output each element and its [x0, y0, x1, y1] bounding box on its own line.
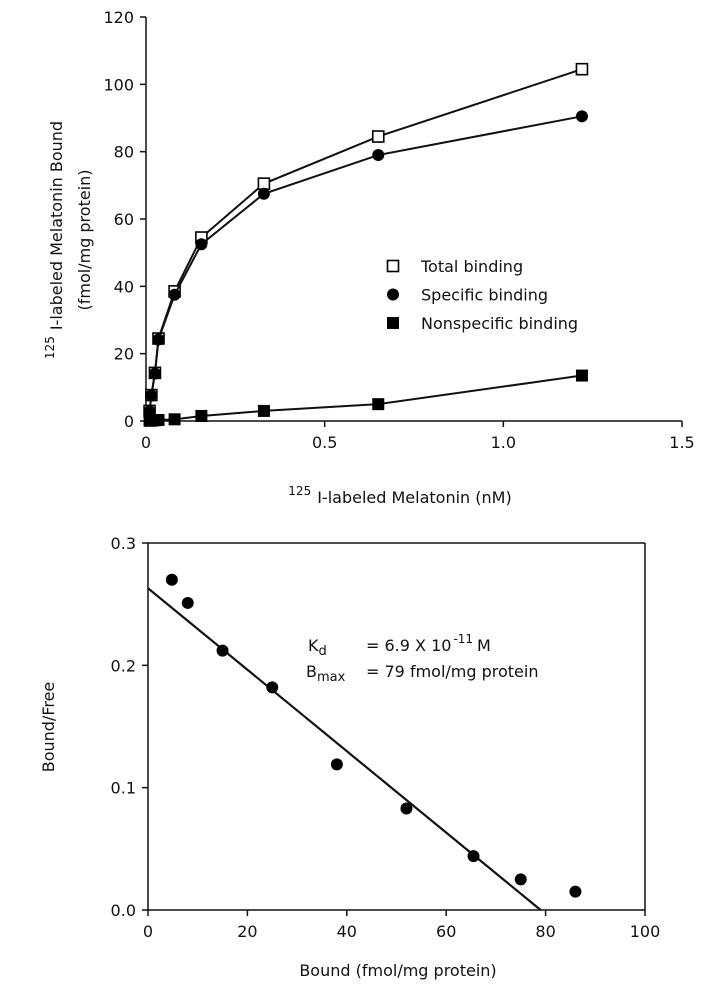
label-text: I-labeled Melatonin Bound: [47, 121, 66, 330]
data-point: [257, 187, 270, 200]
legend-marker: [386, 259, 400, 273]
data-point: [569, 885, 582, 898]
x-tick-label: 60: [436, 922, 456, 941]
data-point: [181, 596, 194, 609]
x-tick-label: 20: [237, 922, 257, 941]
data-point: [257, 404, 270, 417]
y-tick-label: 0: [124, 412, 134, 431]
y-axis-label: Bound/Free: [39, 682, 58, 773]
y-tick-label: 80: [114, 143, 134, 162]
y-axis-label-line2: (fmol/mg protein): [75, 169, 94, 310]
data-point: [152, 413, 165, 426]
data-point: [216, 644, 229, 657]
superscript: -11: [453, 632, 473, 646]
y-tick-label: 0.2: [111, 656, 136, 675]
y-tick-label: 20: [114, 345, 134, 364]
superscript: 125: [288, 484, 311, 498]
data-point: [152, 333, 165, 346]
y-tick-label: 120: [103, 8, 134, 27]
data-point: [168, 413, 181, 426]
y-tick-label: 0.1: [111, 779, 136, 798]
data-point: [148, 367, 161, 380]
x-axis-label: Bound (fmol/mg protein): [299, 961, 496, 980]
annotation-text: = 79 fmol/mg protein: [366, 662, 538, 681]
data-point: [575, 62, 589, 76]
superscript: 125: [43, 336, 57, 359]
data-point: [145, 389, 158, 402]
data-point: [372, 149, 385, 162]
series-line: [148, 68, 583, 412]
data-point: [165, 573, 178, 586]
annotation-kd: Kd = 6.9 X 10 -11 M: [308, 632, 491, 659]
x-tick-label: 80: [535, 922, 555, 941]
symbol: B: [306, 662, 317, 681]
data-point: [266, 681, 279, 694]
x-axis-label: 125 I-labeled Melatonin (nM): [288, 484, 511, 507]
legend-label: Total binding: [420, 257, 523, 276]
data-point: [371, 130, 385, 143]
x-tick-label: 40: [337, 922, 357, 941]
x-tick-label: 1.5: [669, 433, 694, 452]
data-point: [467, 850, 480, 863]
y-tick-label: 40: [114, 277, 134, 296]
label-text: I-labeled Melatonin (nM): [317, 488, 511, 507]
legend-marker: [387, 288, 399, 301]
y-tick-label: 60: [114, 210, 134, 229]
data-point: [372, 398, 385, 411]
data-point: [195, 409, 208, 422]
legend-label: Nonspecific binding: [421, 314, 578, 333]
legend-label: Specific binding: [421, 286, 548, 305]
subscript: max: [317, 670, 346, 685]
x-tick-label: 100: [630, 922, 661, 941]
data-point: [257, 177, 271, 190]
data-point: [195, 238, 208, 251]
x-tick-label: 0.5: [312, 433, 337, 452]
data-point: [330, 758, 343, 771]
data-point: [514, 873, 527, 886]
unit: M: [477, 636, 491, 655]
data-point: [400, 802, 413, 815]
data-point: [575, 110, 588, 123]
annotation-bmax: Bmax = 79 fmol/mg protein: [306, 662, 538, 685]
x-tick-label: 0: [141, 433, 151, 452]
annotation-text: = 6.9 X 10: [366, 636, 451, 655]
y-tick-label: 0.3: [111, 534, 136, 553]
x-tick-label: 1.0: [491, 433, 516, 452]
symbol: K: [308, 636, 319, 655]
y-tick-label: 0.0: [111, 901, 136, 920]
x-tick-label: 0: [143, 922, 153, 941]
subscript: d: [319, 644, 327, 659]
y-axis-label: 125 I-labeled Melatonin Bound: [43, 121, 66, 359]
legend-marker: [387, 317, 399, 329]
data-point: [168, 288, 181, 301]
y-tick-label: 100: [103, 75, 134, 94]
data-point: [575, 369, 588, 382]
series-line: [149, 374, 583, 422]
